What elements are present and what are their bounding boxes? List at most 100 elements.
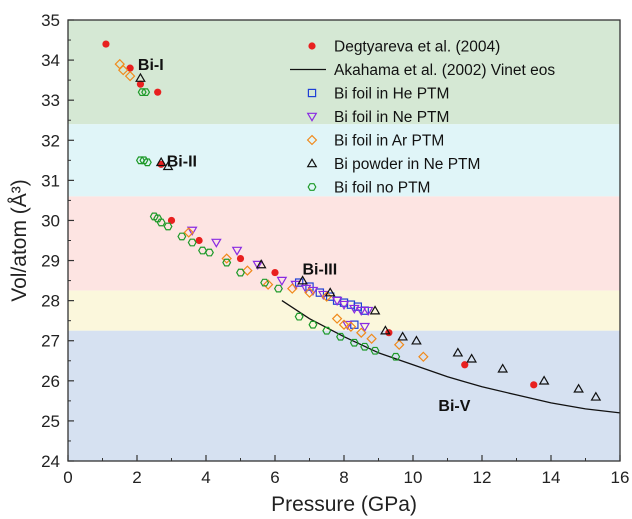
data-point-series-6 — [187, 238, 197, 247]
data-point-series-2 — [305, 282, 314, 291]
data-point-series-6 — [142, 158, 152, 167]
data-point-series-4 — [124, 70, 136, 82]
data-point-series-4 — [338, 319, 350, 330]
data-point-series-3 — [186, 226, 198, 236]
y-tick-label: 28 — [41, 292, 60, 311]
data-point-series-6 — [308, 320, 318, 329]
x-tick-label: 4 — [201, 468, 210, 487]
data-point-series-4 — [287, 283, 298, 294]
data-point-series-2 — [315, 288, 325, 297]
x-tick-label: 16 — [611, 468, 630, 487]
data-point-series-0 — [102, 40, 110, 48]
data-point-series-6 — [141, 88, 151, 97]
legend-entry: Degtyareva et al. (2004) — [334, 39, 500, 56]
data-point-series-5 — [369, 305, 381, 315]
x-axis-label: Pressure (GPa) — [271, 493, 417, 516]
y-tick-label: 24 — [41, 452, 60, 471]
data-point-series-3 — [231, 246, 243, 256]
legend-entry: Bi foil in Ar PTM — [334, 133, 444, 150]
x-tick-label: 2 — [132, 468, 141, 487]
y-tick-label: 25 — [41, 412, 60, 431]
data-point-series-5 — [497, 363, 509, 373]
legend-swatch — [308, 42, 316, 50]
phase-label: Bi-II — [167, 153, 197, 170]
data-point-series-5 — [466, 353, 477, 363]
legend-swatch — [306, 134, 318, 146]
data-point-series-5 — [380, 325, 391, 335]
data-point-series-4 — [356, 327, 367, 338]
data-point-series-0 — [195, 236, 203, 245]
data-point-series-6 — [360, 342, 370, 351]
legend-entry: Bi foil in Ne PTM — [334, 109, 449, 126]
data-point-series-0 — [136, 80, 145, 88]
data-point-series-3 — [349, 304, 360, 315]
data-point-series-5 — [452, 347, 464, 357]
x-tick-label: 10 — [404, 468, 423, 487]
data-point-series-6 — [204, 248, 214, 257]
y-tick-label: 34 — [41, 51, 60, 70]
data-point-series-6 — [336, 332, 346, 341]
y-tick-label: 32 — [41, 131, 60, 150]
y-tick-label: 30 — [41, 211, 60, 230]
data-point-series-5 — [162, 160, 174, 171]
data-point-series-0 — [236, 254, 245, 263]
data-point-series-4 — [262, 279, 274, 290]
data-point-series-6 — [236, 268, 245, 277]
phase-band-4 — [68, 330, 620, 461]
data-point-series-6 — [149, 212, 159, 221]
data-point-series-0 — [154, 88, 162, 96]
legend-entry: Bi foil no PTM — [334, 180, 430, 197]
data-point-series-3 — [355, 306, 367, 317]
phase-label: Bi-III — [303, 262, 338, 279]
y-tick-label: 31 — [41, 171, 60, 190]
data-point-series-6 — [370, 346, 380, 355]
data-point-series-4 — [366, 333, 377, 344]
data-point-series-5 — [590, 391, 602, 401]
data-point-series-3 — [362, 306, 374, 317]
phase-label: Bi-I — [138, 57, 164, 74]
data-point-series-3 — [338, 300, 350, 311]
x-tick-label: 0 — [63, 468, 72, 487]
data-point-series-5 — [411, 335, 422, 345]
y-tick-label: 35 — [41, 11, 60, 30]
legend-entry: Bi foil in He PTM — [334, 86, 449, 103]
data-point-series-3 — [342, 320, 353, 331]
data-point-series-0 — [157, 160, 165, 168]
data-point-series-6 — [260, 278, 270, 287]
data-point-series-6 — [156, 218, 166, 227]
x-tick-label: 6 — [270, 468, 279, 487]
data-point-series-0 — [461, 361, 469, 369]
data-point-series-6 — [222, 258, 232, 267]
data-point-series-2 — [294, 278, 304, 287]
data-point-series-0 — [530, 381, 538, 389]
data-point-series-0 — [167, 216, 176, 225]
data-point-series-4 — [183, 227, 194, 238]
legend-swatch — [306, 158, 318, 168]
y-axis-label: Vol/atom (Å³) — [8, 179, 31, 302]
legend-entry: Bi powder in Ne PTM — [334, 156, 480, 173]
data-point-series-5 — [297, 275, 308, 285]
data-point-series-4 — [331, 313, 343, 324]
data-point-series-5 — [538, 375, 550, 385]
data-point-series-4 — [242, 265, 253, 276]
x-tick-label: 8 — [339, 468, 348, 487]
data-point-series-6 — [198, 246, 208, 255]
data-point-series-5 — [397, 331, 408, 341]
data-point-series-6 — [273, 284, 283, 293]
data-point-series-3 — [276, 276, 288, 286]
data-point-series-5 — [135, 72, 146, 82]
data-point-series-4 — [345, 321, 357, 332]
data-point-series-4 — [321, 291, 332, 302]
data-point-series-3 — [211, 238, 222, 248]
series-line-1 — [281, 300, 621, 414]
data-point-series-6 — [153, 214, 163, 223]
phase-band-2 — [68, 196, 620, 291]
data-point-series-4 — [418, 351, 429, 363]
data-point-series-0 — [126, 64, 134, 72]
legend-swatch — [306, 112, 318, 122]
data-point-series-3 — [317, 290, 329, 301]
data-point-series-4 — [221, 253, 232, 264]
phase-band-3 — [68, 290, 620, 331]
data-point-series-5 — [573, 383, 584, 393]
